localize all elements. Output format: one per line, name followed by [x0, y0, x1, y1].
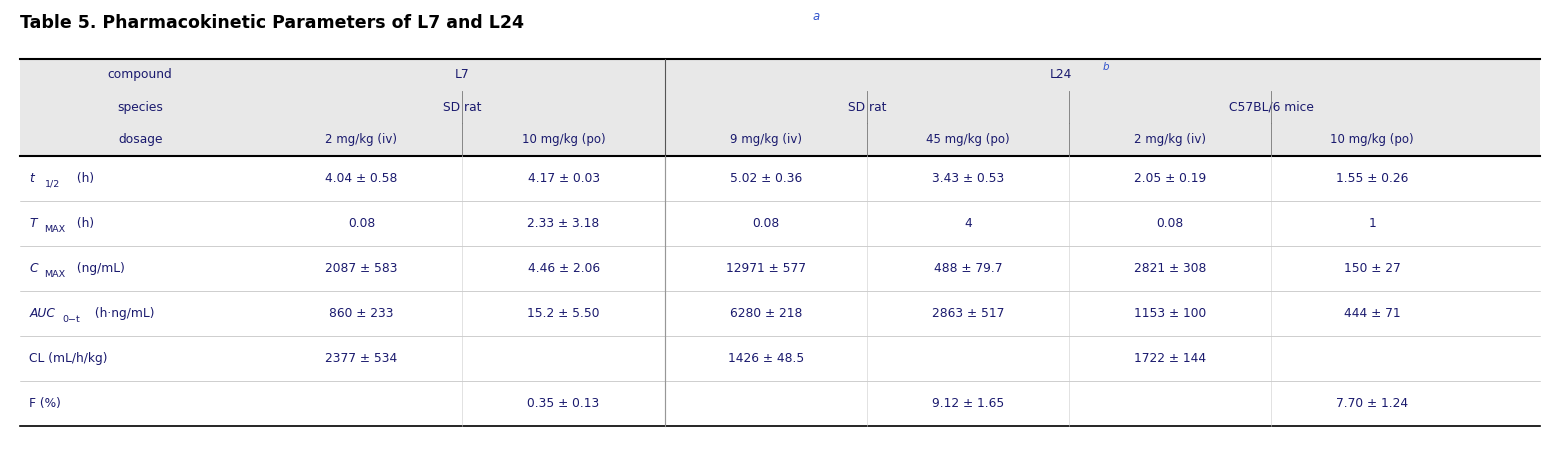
- Text: 4.04 ± 0.58: 4.04 ± 0.58: [325, 172, 398, 184]
- Text: 0.08: 0.08: [348, 217, 375, 230]
- Text: 12971 ± 577: 12971 ± 577: [726, 262, 807, 274]
- Text: 0.08: 0.08: [1156, 217, 1184, 230]
- Text: 150 ± 27: 150 ± 27: [1344, 262, 1401, 274]
- Text: L7: L7: [455, 68, 469, 81]
- Text: 9 mg/kg (iv): 9 mg/kg (iv): [729, 133, 802, 146]
- Text: (h·ng/mL): (h·ng/mL): [91, 307, 155, 320]
- Text: 444 ± 71: 444 ± 71: [1344, 307, 1401, 320]
- Text: 10 mg/kg (po): 10 mg/kg (po): [522, 133, 605, 146]
- Text: F (%): F (%): [29, 397, 62, 410]
- Text: Table 5. Pharmacokinetic Parameters of L7 and L24: Table 5. Pharmacokinetic Parameters of L…: [20, 14, 525, 32]
- Text: 10 mg/kg (po): 10 mg/kg (po): [1330, 133, 1413, 146]
- Text: 4: 4: [964, 217, 972, 230]
- Text: 4.17 ± 0.03: 4.17 ± 0.03: [528, 172, 599, 184]
- Text: 1426 ± 48.5: 1426 ± 48.5: [728, 352, 803, 365]
- Text: 1/2: 1/2: [45, 180, 60, 189]
- Text: 2863 ± 517: 2863 ± 517: [932, 307, 1005, 320]
- Text: dosage: dosage: [118, 133, 163, 146]
- Text: t: t: [29, 172, 34, 184]
- Text: b: b: [1104, 62, 1110, 72]
- Text: MAX: MAX: [45, 225, 65, 234]
- Text: SD rat: SD rat: [443, 101, 481, 113]
- Text: 45 mg/kg (po): 45 mg/kg (po): [926, 133, 1009, 146]
- Text: (h): (h): [73, 172, 94, 184]
- Text: 7.70 ± 1.24: 7.70 ± 1.24: [1336, 397, 1409, 410]
- Text: C57BL/6 mice: C57BL/6 mice: [1229, 101, 1314, 113]
- Text: AUC: AUC: [29, 307, 56, 320]
- Text: 2.33 ± 3.18: 2.33 ± 3.18: [528, 217, 599, 230]
- Text: (h): (h): [73, 217, 94, 230]
- Text: 3.43 ± 0.53: 3.43 ± 0.53: [932, 172, 1005, 184]
- Text: 1: 1: [1368, 217, 1376, 230]
- Text: CL (mL/h/kg): CL (mL/h/kg): [29, 352, 108, 365]
- Text: 2.05 ± 0.19: 2.05 ± 0.19: [1135, 172, 1206, 184]
- Text: 860 ± 233: 860 ± 233: [330, 307, 393, 320]
- Bar: [20, 156, 1540, 201]
- Bar: [20, 123, 1540, 156]
- Text: 2 mg/kg (iv): 2 mg/kg (iv): [325, 133, 398, 146]
- Bar: [20, 336, 1540, 381]
- Text: 0.35 ± 0.13: 0.35 ± 0.13: [528, 397, 599, 410]
- Bar: [20, 246, 1540, 291]
- Text: SD rat: SD rat: [848, 101, 885, 113]
- Text: compound: compound: [108, 68, 172, 81]
- Text: T: T: [29, 217, 37, 230]
- Text: 5.02 ± 0.36: 5.02 ± 0.36: [729, 172, 802, 184]
- Text: 1.55 ± 0.26: 1.55 ± 0.26: [1336, 172, 1409, 184]
- Text: 2087 ± 583: 2087 ± 583: [325, 262, 398, 274]
- Bar: [20, 58, 1540, 91]
- Text: 6280 ± 218: 6280 ± 218: [729, 307, 802, 320]
- Text: 2 mg/kg (iv): 2 mg/kg (iv): [1135, 133, 1206, 146]
- Text: 1153 ± 100: 1153 ± 100: [1135, 307, 1206, 320]
- Text: a: a: [813, 10, 820, 23]
- Text: 2821 ± 308: 2821 ± 308: [1135, 262, 1206, 274]
- Bar: [20, 291, 1540, 336]
- Text: 9.12 ± 1.65: 9.12 ± 1.65: [932, 397, 1005, 410]
- Text: (ng/mL): (ng/mL): [73, 262, 125, 274]
- Bar: [20, 91, 1540, 123]
- Text: 15.2 ± 5.50: 15.2 ± 5.50: [528, 307, 599, 320]
- Text: MAX: MAX: [45, 270, 65, 279]
- Text: 4.46 ± 2.06: 4.46 ± 2.06: [528, 262, 599, 274]
- Text: 0.08: 0.08: [752, 217, 779, 230]
- Bar: [20, 381, 1540, 426]
- Text: 1722 ± 144: 1722 ± 144: [1135, 352, 1206, 365]
- Text: L24: L24: [1050, 68, 1073, 81]
- Text: 2377 ± 534: 2377 ± 534: [325, 352, 398, 365]
- Bar: [20, 201, 1540, 246]
- Text: species: species: [118, 101, 163, 113]
- Text: C: C: [29, 262, 37, 274]
- Text: 488 ± 79.7: 488 ± 79.7: [933, 262, 1002, 274]
- Text: 0−t: 0−t: [62, 315, 80, 324]
